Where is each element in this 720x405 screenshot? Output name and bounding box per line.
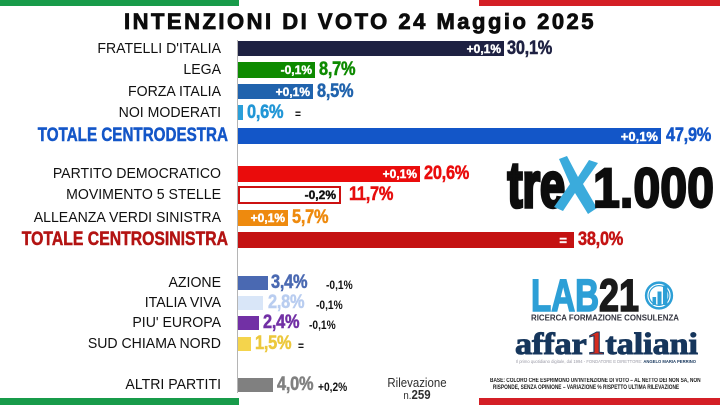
svg-text:LAB: LAB bbox=[531, 277, 599, 321]
svg-text:RICERCA FORMAZIONE CONSULENZA: RICERCA FORMAZIONE CONSULENZA bbox=[531, 313, 679, 323]
svg-text:Il primo quotidiano digitale,: Il primo quotidiano digitale, dal 1994 -… bbox=[516, 359, 696, 364]
svg-text:tre: tre bbox=[507, 156, 565, 214]
svg-text:21: 21 bbox=[599, 277, 639, 321]
svg-text:1.000: 1.000 bbox=[593, 156, 714, 214]
